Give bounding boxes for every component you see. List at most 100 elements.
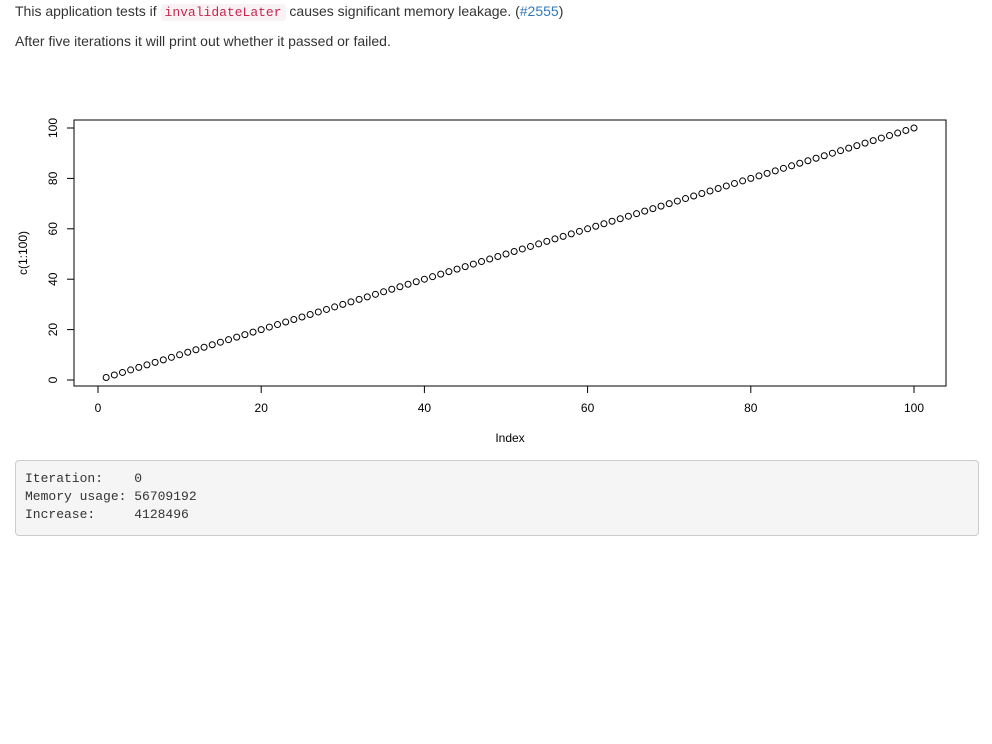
data-point bbox=[412, 278, 420, 286]
data-point bbox=[274, 321, 282, 329]
issue-link[interactable]: #2555 bbox=[519, 3, 559, 19]
invalidate-later-code: invalidateLater bbox=[160, 4, 286, 21]
x-tick-label: 100 bbox=[904, 401, 924, 415]
output-line-iteration: Iteration: 0 bbox=[25, 471, 143, 486]
data-point bbox=[706, 187, 714, 195]
data-point bbox=[208, 341, 216, 349]
data-point bbox=[641, 207, 649, 215]
intro-middle: causes significant memory leakage. ( bbox=[285, 3, 520, 19]
memory-output: Iteration: 0 Memory usage: 56709192 Incr… bbox=[15, 460, 979, 536]
data-point bbox=[518, 245, 526, 253]
data-point bbox=[184, 348, 192, 356]
data-point bbox=[249, 328, 257, 336]
data-point bbox=[404, 280, 412, 288]
data-point bbox=[314, 308, 322, 316]
data-points bbox=[102, 124, 918, 381]
data-point bbox=[461, 263, 469, 271]
output-line-increase: Increase: 4128496 bbox=[25, 507, 189, 522]
data-point bbox=[102, 373, 110, 381]
data-point bbox=[167, 353, 175, 361]
data-point bbox=[176, 351, 184, 359]
data-point bbox=[902, 127, 910, 135]
data-point bbox=[788, 162, 796, 170]
data-point bbox=[771, 167, 779, 175]
data-point bbox=[282, 318, 290, 326]
data-point bbox=[779, 164, 787, 172]
data-point bbox=[616, 215, 624, 223]
data-point bbox=[118, 368, 126, 376]
data-point bbox=[371, 290, 379, 298]
data-point bbox=[347, 298, 355, 306]
data-point bbox=[682, 195, 690, 203]
data-point bbox=[877, 134, 885, 142]
data-point bbox=[796, 159, 804, 167]
data-point bbox=[649, 205, 657, 213]
data-point bbox=[804, 157, 812, 165]
data-point bbox=[657, 202, 665, 210]
data-point bbox=[200, 343, 208, 351]
data-point bbox=[535, 240, 543, 248]
plot-frame bbox=[73, 119, 947, 387]
data-point bbox=[575, 227, 583, 235]
data-point bbox=[633, 210, 641, 218]
data-point bbox=[331, 303, 339, 311]
y-tick-label: 0 bbox=[46, 376, 60, 383]
data-point bbox=[216, 338, 224, 346]
data-point bbox=[747, 174, 755, 182]
data-point bbox=[486, 255, 494, 263]
plot-svg: 0 20 40 60 80 100 0 20 40 60 80 100 Index c(1:100) bbox=[16, 118, 947, 445]
data-point bbox=[322, 305, 330, 313]
intro-prefix: This application tests if bbox=[15, 3, 161, 19]
data-point bbox=[127, 366, 135, 374]
data-point bbox=[763, 169, 771, 177]
x-axis: 0 20 40 60 80 100 bbox=[95, 385, 924, 415]
data-point bbox=[339, 300, 347, 308]
data-point bbox=[624, 212, 632, 220]
x-tick-label: 60 bbox=[581, 401, 595, 415]
data-point bbox=[559, 232, 567, 240]
y-axis: 0 20 40 60 80 100 bbox=[46, 118, 75, 383]
data-point bbox=[755, 172, 763, 180]
data-point bbox=[494, 253, 502, 261]
data-point bbox=[886, 132, 894, 140]
data-point bbox=[306, 310, 314, 318]
data-point bbox=[592, 222, 600, 230]
data-point bbox=[478, 258, 486, 266]
output-line-memory-usage: Memory usage: 56709192 bbox=[25, 489, 197, 504]
data-point bbox=[584, 225, 592, 233]
x-tick-label: 40 bbox=[418, 401, 432, 415]
description-text: After five iterations it will print out … bbox=[15, 33, 391, 49]
data-point bbox=[837, 147, 845, 155]
x-axis-label: Index bbox=[495, 431, 524, 445]
x-tick-label: 80 bbox=[744, 401, 758, 415]
data-point bbox=[135, 363, 143, 371]
data-point bbox=[429, 273, 437, 281]
data-point bbox=[861, 139, 869, 147]
data-point bbox=[445, 268, 453, 276]
data-point bbox=[608, 217, 616, 225]
data-point bbox=[469, 260, 477, 268]
data-point bbox=[355, 295, 363, 303]
data-point bbox=[722, 182, 730, 190]
data-point bbox=[363, 293, 371, 301]
data-point bbox=[543, 237, 551, 245]
data-point bbox=[151, 358, 159, 366]
y-tick-label: 60 bbox=[46, 222, 60, 236]
data-point bbox=[714, 184, 722, 192]
data-point bbox=[730, 179, 738, 187]
data-point bbox=[698, 190, 706, 198]
data-point bbox=[551, 235, 559, 243]
data-point bbox=[665, 200, 673, 208]
data-point bbox=[396, 283, 404, 291]
intro-suffix: ) bbox=[558, 3, 564, 19]
data-point bbox=[510, 247, 518, 255]
x-tick-label: 20 bbox=[255, 401, 269, 415]
data-point bbox=[526, 242, 534, 250]
data-point bbox=[437, 270, 445, 278]
data-point bbox=[910, 124, 918, 132]
data-point bbox=[600, 220, 608, 228]
data-point bbox=[225, 336, 233, 344]
data-point bbox=[690, 192, 698, 200]
data-point bbox=[159, 356, 167, 364]
